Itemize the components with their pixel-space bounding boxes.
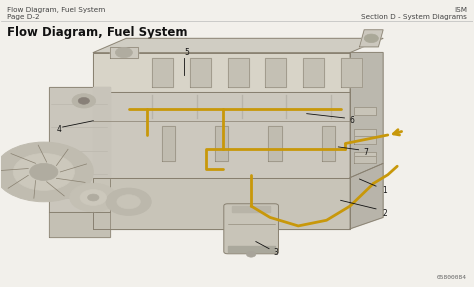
Polygon shape bbox=[350, 163, 383, 229]
Polygon shape bbox=[93, 178, 350, 229]
Polygon shape bbox=[93, 92, 350, 178]
Polygon shape bbox=[48, 212, 110, 237]
Text: ISM: ISM bbox=[454, 7, 467, 13]
Text: 2: 2 bbox=[382, 209, 387, 218]
Circle shape bbox=[78, 98, 90, 104]
Polygon shape bbox=[265, 58, 286, 87]
Text: Section D - System Diagrams: Section D - System Diagrams bbox=[361, 14, 467, 20]
Circle shape bbox=[117, 195, 140, 209]
Circle shape bbox=[72, 94, 96, 108]
Circle shape bbox=[364, 34, 378, 42]
Polygon shape bbox=[359, 30, 383, 47]
Circle shape bbox=[70, 183, 117, 212]
Polygon shape bbox=[350, 53, 383, 178]
Circle shape bbox=[246, 251, 256, 257]
Circle shape bbox=[116, 47, 132, 58]
Polygon shape bbox=[303, 58, 324, 87]
Bar bbox=[354, 129, 376, 138]
Text: 7: 7 bbox=[363, 148, 368, 157]
Text: 4: 4 bbox=[57, 125, 62, 134]
Text: 05800084: 05800084 bbox=[437, 276, 467, 280]
Polygon shape bbox=[322, 127, 335, 160]
Polygon shape bbox=[110, 47, 138, 58]
Circle shape bbox=[13, 154, 74, 190]
Circle shape bbox=[88, 194, 99, 201]
Polygon shape bbox=[93, 53, 350, 92]
Circle shape bbox=[106, 188, 151, 216]
Circle shape bbox=[80, 189, 107, 205]
Polygon shape bbox=[93, 87, 110, 178]
Polygon shape bbox=[232, 206, 270, 212]
Polygon shape bbox=[215, 127, 228, 160]
Bar bbox=[354, 106, 376, 115]
Text: 5: 5 bbox=[184, 48, 189, 57]
Text: 3: 3 bbox=[274, 248, 279, 257]
Polygon shape bbox=[354, 156, 376, 163]
Polygon shape bbox=[354, 136, 376, 144]
Polygon shape bbox=[190, 58, 211, 87]
Polygon shape bbox=[228, 246, 275, 251]
Polygon shape bbox=[341, 58, 362, 87]
FancyBboxPatch shape bbox=[224, 204, 278, 254]
Text: 6: 6 bbox=[349, 116, 354, 125]
Text: 1: 1 bbox=[382, 186, 387, 195]
Polygon shape bbox=[162, 127, 175, 160]
Circle shape bbox=[0, 142, 93, 202]
Text: Flow Diagram, Fuel System: Flow Diagram, Fuel System bbox=[7, 7, 105, 13]
Polygon shape bbox=[93, 38, 383, 53]
Polygon shape bbox=[268, 127, 282, 160]
Circle shape bbox=[30, 163, 58, 181]
Text: Flow Diagram, Fuel System: Flow Diagram, Fuel System bbox=[7, 26, 188, 38]
Text: Page D-2: Page D-2 bbox=[7, 14, 40, 20]
Polygon shape bbox=[228, 58, 249, 87]
Polygon shape bbox=[152, 58, 173, 87]
Bar bbox=[354, 152, 376, 160]
Polygon shape bbox=[48, 87, 110, 212]
